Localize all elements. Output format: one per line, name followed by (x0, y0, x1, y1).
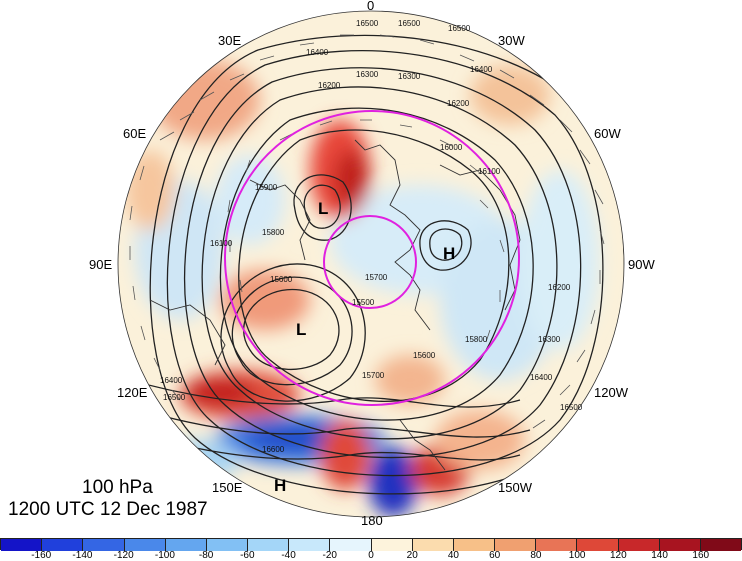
coastlines (149, 139, 521, 471)
colorbar-segment (1, 539, 43, 551)
colorbar-tick-label: 100 (568, 550, 586, 561)
contour-label: 16200 (447, 99, 470, 108)
longitude-label-30w: 30W (498, 33, 525, 48)
colorbar-segment (412, 539, 454, 551)
colorbar-segment (618, 539, 660, 551)
colorbar-segment (124, 539, 166, 551)
colorbar-segment (248, 539, 290, 551)
pressure-level-label: 100 hPa (82, 477, 153, 498)
contour-label: 15900 (255, 183, 278, 192)
colorbar-tick-label: 120 (609, 550, 627, 561)
contour-label: 16500 (398, 19, 421, 28)
contour-label: 16200 (318, 81, 341, 90)
colorbar-segment (206, 539, 249, 551)
latitude-circle-outer (224, 110, 520, 406)
colorbar-segment (42, 539, 84, 551)
contour-label: 15700 (365, 273, 388, 282)
colorbar-tick-label: -160 (31, 550, 52, 561)
contour-label: 16000 (440, 143, 463, 152)
colorbar-tick-label: -140 (72, 550, 93, 561)
colorbar-tick-label: 80 (530, 550, 542, 561)
contour-label: 16500 (560, 403, 583, 412)
contour-label: 16100 (210, 239, 233, 248)
longitude-label-120e: 120E (117, 385, 148, 400)
contour-label: 16400 (470, 65, 493, 74)
colorbar-segment (536, 539, 578, 551)
colorbar-segment (659, 539, 701, 551)
colorbar-tick-label: 160 (692, 550, 710, 561)
longitude-label-120w: 120W (594, 385, 629, 400)
high-pressure-center: H (274, 476, 286, 495)
contour-label: 16400 (306, 48, 329, 57)
contour-label: 16300 (356, 70, 379, 79)
colorbar-segment (165, 539, 207, 551)
contour-label: 15700 (362, 371, 385, 380)
longitude-label-60w: 60W (594, 126, 621, 141)
longitude-label-150w: 150W (498, 480, 533, 495)
colorbar-segment (577, 539, 619, 551)
contour-label: 16500 (448, 24, 471, 33)
colorbar-segment (453, 539, 496, 551)
colorbar-segment (495, 539, 537, 551)
colorbar-segment (371, 539, 413, 551)
longitude-label-90w: 90W (628, 257, 655, 272)
colorbar-tick-label: -100 (154, 550, 175, 561)
high-pressure-center: H (443, 244, 455, 263)
colorbar-segment (330, 539, 372, 551)
colorbar-tick-label: 40 (447, 550, 459, 561)
contour-label: 16500 (356, 19, 379, 28)
contour-label: 15800 (262, 228, 285, 237)
contour-label: 16300 (538, 335, 561, 344)
longitude-label-90e: 90E (89, 257, 112, 272)
contour-label: 16100 (478, 167, 501, 176)
map-boundary (117, 10, 625, 518)
longitude-label-0: 0 (367, 0, 374, 13)
contour-label: 16200 (548, 283, 571, 292)
colorbar-tick-label: 0 (368, 550, 374, 561)
valid-time-label: 1200 UTC 12 Dec 1987 (8, 499, 208, 520)
colorbar-segment (83, 539, 125, 551)
contour-label: 16300 (398, 72, 421, 81)
contour-label: 15500 (352, 298, 375, 307)
contour-label: 15600 (413, 351, 436, 360)
colorbar-tick-label: -120 (113, 550, 134, 561)
colorbar-tick-label: -80 (198, 550, 214, 561)
wind-barbs (129, 34, 605, 429)
colorbar-tick-label: -60 (240, 550, 255, 561)
colorbar-tick-label: -20 (322, 550, 337, 561)
contour-label: 16400 (160, 376, 183, 385)
polar-map: 16500 16500 16500 16400 16300 16300 1640… (89, 0, 655, 528)
latitude-circle-inner (323, 215, 417, 309)
contour-label: 16500 (163, 393, 186, 402)
colorbar (0, 538, 742, 551)
longitude-label-60e: 60E (123, 126, 146, 141)
colorbar-tick-label: -40 (281, 550, 296, 561)
longitude-labels: 0 30W 60W 90W 120W 150W 180 150E 120E 90… (89, 0, 655, 528)
colorbar-tick-label: 60 (489, 550, 501, 561)
longitude-label-30e: 30E (218, 33, 241, 48)
contour-label: 16400 (530, 373, 553, 382)
map-disk (118, 11, 624, 517)
pressure-centers: L L H H (274, 199, 455, 495)
colorbar-tick-label: 140 (651, 550, 668, 561)
contour-label: 15800 (465, 335, 488, 344)
colorbar-tick-label: 20 (406, 550, 418, 561)
colorbar-segment (289, 539, 331, 551)
low-pressure-center: L (318, 199, 328, 218)
longitude-label-150e: 150E (212, 480, 243, 495)
longitude-label-180: 180 (361, 513, 383, 528)
contour-label: 15600 (270, 275, 293, 284)
contour-label: 16600 (262, 445, 285, 454)
low-pressure-center: L (296, 320, 306, 339)
contour-labels: 16500 16500 16500 16400 16300 16300 1640… (160, 19, 583, 454)
colorbar-segment (700, 539, 742, 551)
